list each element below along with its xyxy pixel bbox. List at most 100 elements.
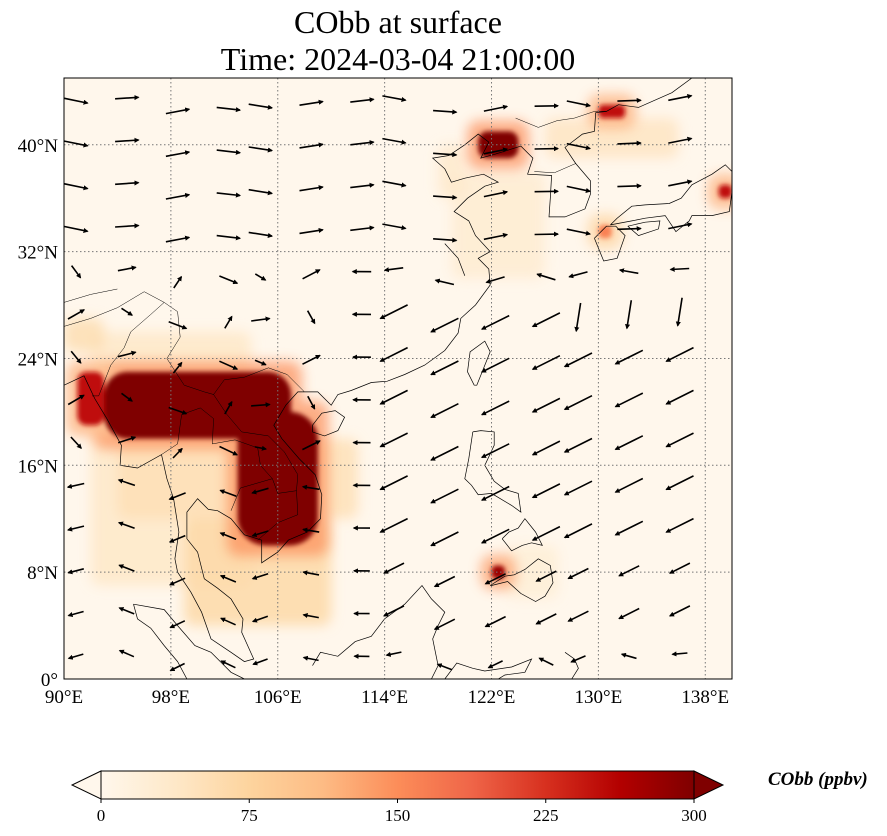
wind-arrow	[617, 226, 642, 232]
y-tick-label: 0°	[41, 670, 58, 691]
wind-arrow	[614, 477, 644, 493]
wind-arrow	[531, 525, 561, 541]
country-borders	[64, 111, 607, 541]
wind-arrow	[168, 406, 188, 415]
wind-arrow	[382, 180, 407, 188]
wind-arrow	[216, 234, 242, 241]
wind-arrow	[665, 346, 694, 363]
wind-arrow	[117, 350, 137, 358]
wind-arrow	[433, 194, 458, 200]
wind-arrow	[483, 190, 509, 198]
wind-arrow	[117, 436, 137, 444]
wind-arrow	[248, 188, 274, 196]
wind-arrow	[668, 179, 693, 187]
x-tick-label: 106°E	[254, 687, 302, 708]
wind-arrow	[379, 517, 408, 533]
y-tick-label: 16°N	[18, 456, 59, 477]
wind-arrow	[483, 147, 509, 155]
wind-arrow	[169, 577, 186, 586]
wind-arrow	[566, 185, 592, 193]
wind-arrow	[484, 615, 506, 628]
wind-arrow	[251, 487, 269, 495]
wind-arrow	[531, 440, 561, 456]
wind-arrow	[115, 95, 140, 101]
wind-arrow	[535, 570, 557, 582]
colorbar-min-extend	[70, 770, 102, 800]
wind-arrow	[382, 137, 407, 145]
wind-arrow	[172, 361, 183, 374]
wind-arrow	[433, 109, 458, 115]
wind-arrow	[430, 445, 459, 461]
wind-arrow	[219, 532, 237, 540]
wind-arrow	[118, 649, 135, 658]
x-tick-label: 130°E	[575, 687, 623, 708]
wind-arrow	[64, 225, 89, 233]
wind-arrow	[302, 613, 319, 619]
wind-arrow	[668, 562, 691, 574]
wind-arrow	[483, 104, 509, 112]
wind-vectors	[64, 93, 694, 672]
wind-arrow	[383, 267, 404, 273]
wind-arrow	[531, 354, 561, 371]
x-tick-label: 98°E	[152, 687, 190, 708]
wind-arrow	[224, 315, 233, 329]
y-tick-label: 24°N	[18, 349, 59, 370]
wind-arrow	[251, 402, 271, 408]
wind-arrow	[302, 440, 321, 451]
wind-arrow	[430, 360, 459, 376]
wind-arrow	[248, 146, 274, 153]
wind-arrow	[172, 447, 183, 459]
wind-arrow	[563, 352, 593, 368]
wind-arrow	[614, 349, 644, 365]
x-tick-label: 138°E	[681, 687, 729, 708]
colorbar-tick-label: 225	[533, 806, 559, 825]
wind-arrow	[216, 192, 242, 198]
wind-arrow	[216, 149, 242, 155]
wind-arrow	[350, 97, 375, 103]
wind-arrow	[248, 103, 274, 110]
wind-arrow	[385, 651, 402, 657]
wind-arrow	[535, 613, 557, 625]
wind-arrow	[531, 397, 561, 413]
wind-arrow	[64, 140, 89, 148]
wind-arrow	[219, 489, 237, 498]
wind-arrow	[64, 97, 89, 105]
wind-arrow	[614, 435, 644, 451]
wind-arrow	[350, 140, 375, 146]
wind-arrow	[566, 142, 592, 151]
wind-arrow	[430, 488, 459, 504]
wind-arrow	[563, 437, 593, 453]
hotspot-4	[478, 131, 519, 159]
wind-arrow	[668, 136, 693, 144]
wind-arrow	[64, 183, 89, 191]
wind-arrow	[382, 95, 407, 102]
wind-arrow	[531, 312, 561, 328]
wind-arrow	[618, 268, 639, 275]
hotspot-3	[77, 371, 105, 426]
wind-arrow	[115, 223, 140, 229]
wind-arrow	[538, 657, 554, 666]
x-tick-label: 90°E	[45, 687, 83, 708]
wind-arrow	[117, 521, 135, 529]
wind-arrow	[665, 475, 694, 491]
wind-arrow	[299, 142, 324, 149]
wind-arrow	[302, 570, 320, 576]
wind-arrow	[566, 228, 592, 236]
wind-arrow	[436, 663, 453, 671]
wind-arrow	[251, 615, 269, 623]
wind-arrow	[118, 607, 135, 615]
wind-arrow	[430, 531, 459, 547]
wind-arrow	[379, 346, 408, 363]
wind-arrow	[70, 350, 82, 364]
wind-arrow	[169, 662, 185, 672]
wind-arrow	[216, 106, 242, 113]
chart-title-line2: Time: 2024-03-04 21:00:00	[220, 41, 576, 77]
wind-arrow	[668, 605, 691, 617]
wind-arrow	[302, 655, 319, 662]
wind-arrow	[379, 432, 408, 448]
wind-arrow	[484, 573, 506, 585]
wind-arrow	[220, 617, 236, 626]
hotspot-5	[598, 104, 626, 119]
